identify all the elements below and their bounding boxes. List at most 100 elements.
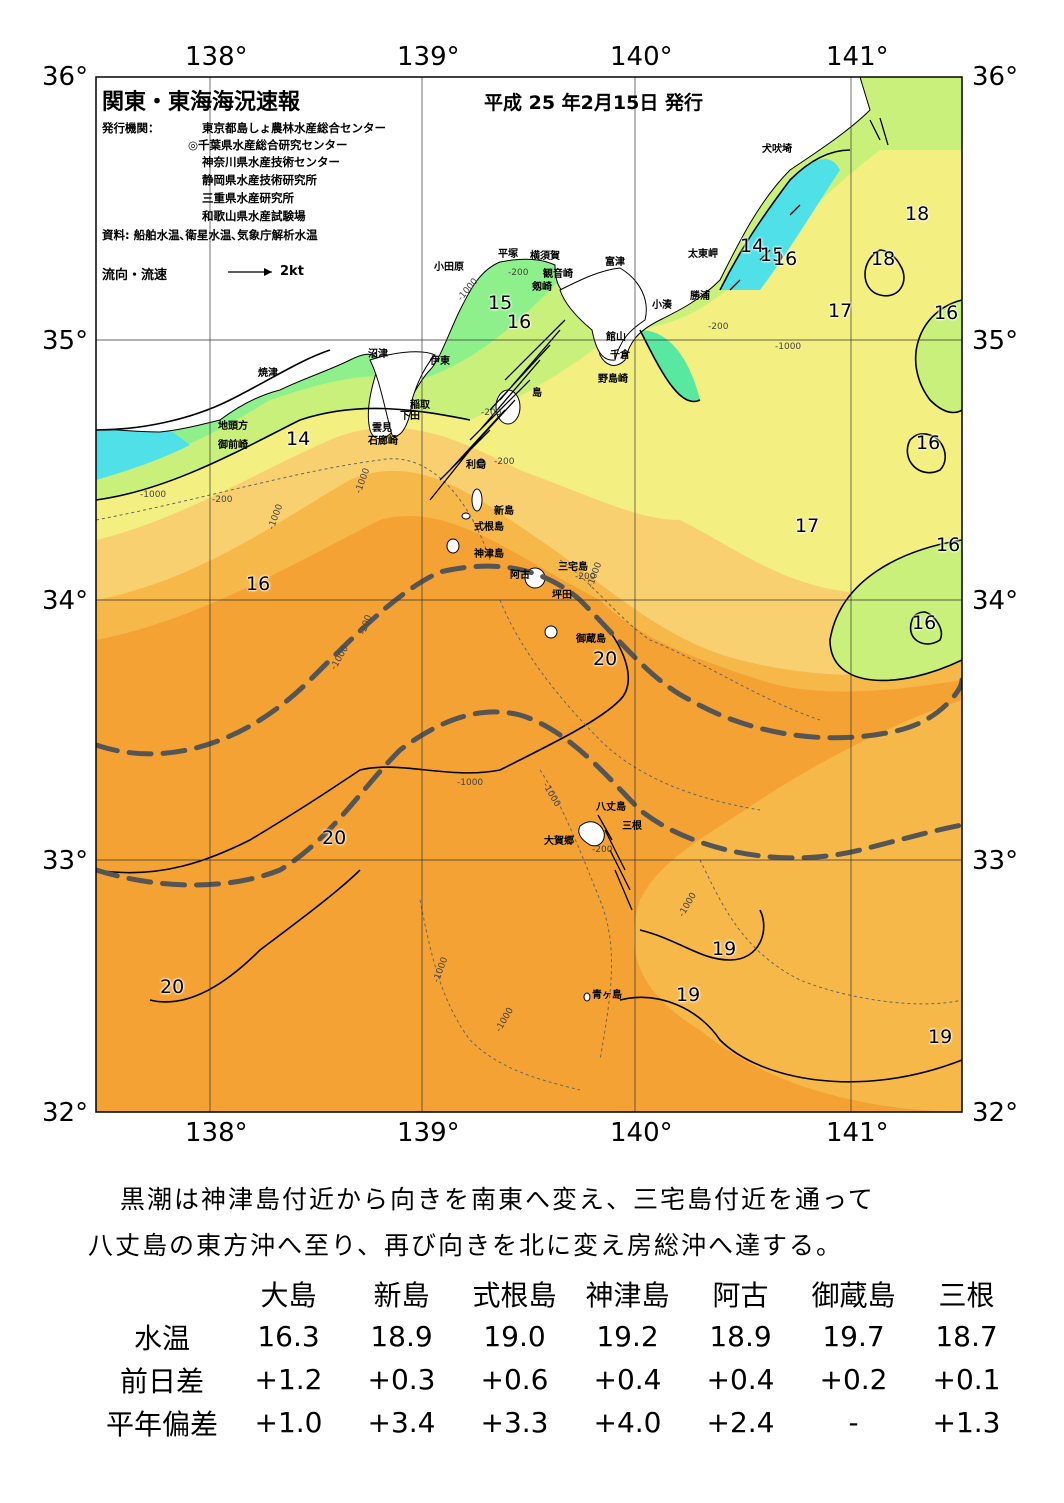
- lat-label-left-32: 32°: [42, 1098, 89, 1128]
- table-cell: +1.3: [932, 1406, 1001, 1439]
- isotherm-label: 16: [773, 248, 798, 270]
- place-toshima: 利島: [466, 460, 486, 471]
- island-toshima: [476, 458, 486, 468]
- depth-label: -200: [481, 408, 502, 418]
- place-kumomi: 雲見: [372, 423, 392, 434]
- sst-band-14-boso: [640, 330, 700, 402]
- isotherm-label: 20: [593, 648, 618, 670]
- island-kozushima: [446, 538, 460, 554]
- place-numazu: 沼津: [368, 349, 388, 360]
- publisher-4: 静岡県水産技術研究所: [202, 173, 317, 187]
- place-inatori: 稲取: [410, 400, 430, 411]
- isotherm-label: 20: [322, 827, 347, 849]
- table-cell: +0.4: [593, 1363, 662, 1396]
- lat-label-left-33: 33°: [42, 846, 89, 876]
- place-irozaki: 石廊崎: [368, 436, 398, 447]
- isotherm-label: 17: [828, 300, 853, 322]
- place-yaizu: 焼津: [258, 368, 278, 379]
- depth-label: -200: [575, 572, 596, 582]
- place-jitogata: 地頭方: [218, 421, 248, 432]
- map-title: 関東・東海海況速報: [102, 90, 301, 115]
- place-mikurajima: 御蔵島: [576, 634, 606, 645]
- row-header: 前日差: [119, 1364, 204, 1398]
- depth-label: -1000: [140, 490, 167, 500]
- depth-label: -200: [708, 322, 729, 332]
- table-header-row: 大島 新島 式根島 神津島 阿古 御蔵島 三根: [92, 1272, 1023, 1315]
- isotherm-label: 17: [795, 515, 820, 537]
- isotherm-label: 16: [934, 302, 959, 324]
- row-header: 平年偏差: [105, 1407, 218, 1441]
- place-tsurugisaki: 剱崎: [532, 282, 552, 293]
- place-tateyama: 館山: [606, 332, 626, 343]
- place-niijima: 新島: [494, 506, 514, 517]
- issue-date: 平成 25 年2月15日 発行: [484, 92, 703, 114]
- isotherm-label: 16: [936, 534, 961, 556]
- sst-band-19: [633, 700, 962, 1112]
- publisher-1: 東京都島しょ農林水産総合センター: [202, 121, 386, 135]
- lon-label-bottom-140: 140°: [610, 1118, 673, 1148]
- sst-band-13: [96, 430, 190, 480]
- table-cell: +0.1: [932, 1363, 1001, 1396]
- place-kannonzaki: 観音崎: [543, 269, 573, 280]
- table-cell: +4.0: [593, 1406, 662, 1439]
- table-cell: 18.9: [709, 1320, 772, 1353]
- island-niijima: [471, 488, 483, 512]
- publisher-label: 発行機関：: [102, 121, 160, 135]
- place-yokosuka: 横須賀: [530, 251, 560, 262]
- kuroshio-axis: [96, 563, 962, 888]
- isotherm-label: 18: [905, 203, 930, 225]
- place-nojimazaki: 野島崎: [598, 374, 628, 385]
- lat-label-right-35: 35°: [972, 326, 1019, 356]
- column-header: 神津島: [585, 1278, 670, 1312]
- isotherm-label: 18: [871, 248, 896, 270]
- lon-label-top-140: 140°: [610, 42, 673, 72]
- column-header: 三根: [938, 1278, 995, 1312]
- lon-label-top-139: 139°: [397, 42, 460, 72]
- island-aogashima: [583, 992, 591, 1002]
- isotherm-label: 16: [246, 573, 271, 595]
- lat-label-left-34: 34°: [42, 586, 89, 616]
- island-mikurajima: [544, 625, 558, 639]
- lon-label-bottom-139: 139°: [397, 1118, 460, 1148]
- lat-label-left-35: 35°: [42, 326, 89, 356]
- place-aogashima: 青ヶ島: [592, 990, 622, 1001]
- depth-contours: [96, 458, 962, 1091]
- place-odawara: 小田原: [434, 262, 464, 273]
- current-legend-label: 流向・流速: [102, 268, 168, 283]
- depth-label: -1000: [775, 342, 802, 352]
- depth-label: -200: [508, 268, 529, 278]
- depth-label: -200: [494, 457, 515, 467]
- land-boso-peninsula: [559, 267, 647, 361]
- place-ito: 伊東: [430, 356, 450, 367]
- row-header: 水温: [133, 1321, 190, 1355]
- isotherm-label: 19: [712, 938, 737, 960]
- table-cell: +0.3: [367, 1363, 436, 1396]
- place-omaezaki: 御前崎: [218, 440, 248, 451]
- depth-label: -200: [212, 495, 233, 505]
- data-source: 資料: 船舶水温､衛星水温､気象庁解析水温: [102, 228, 318, 242]
- table-cell: 16.3: [257, 1320, 320, 1353]
- table-cell: +3.4: [367, 1406, 436, 1439]
- lon-label-bottom-141: 141°: [826, 1118, 889, 1148]
- table-row: 水温 16.3 18.9 19.0 19.2 18.9 19.7 18.7: [92, 1315, 1023, 1358]
- sea-surface-temperature-map: [95, 76, 963, 1113]
- table-cell: +3.3: [480, 1406, 549, 1439]
- current-scale-arrow: [228, 268, 272, 276]
- isotherm-label: 14: [286, 428, 311, 450]
- sst-band-13-east: [720, 159, 840, 290]
- place-taitomisaki: 太東岬: [688, 249, 718, 260]
- lat-label-right-34: 34°: [972, 586, 1019, 616]
- place-katsuura: 勝浦: [690, 291, 710, 302]
- isotherm-label: 19: [676, 984, 701, 1006]
- column-header: 式根島: [472, 1278, 557, 1312]
- place-ako: 阿古: [510, 570, 530, 581]
- table-row: 前日差 +1.2 +0.3 +0.6 +0.4 +0.4 +0.2 +0.1: [92, 1358, 1023, 1401]
- current-legend-scale: 2kt: [280, 264, 304, 279]
- place-kozushima: 神津島: [474, 549, 504, 560]
- table-cell: 19.0: [483, 1320, 546, 1353]
- isotherm-label: 16: [916, 432, 941, 454]
- depth-label: -200: [592, 845, 613, 855]
- table-cell: 18.9: [370, 1320, 433, 1353]
- publisher-5: 三重県水産研究所: [202, 191, 294, 205]
- description-line-2: 八丈島の東方沖へ至り、再び向きを北に変え房総沖へ達する。: [88, 1231, 844, 1260]
